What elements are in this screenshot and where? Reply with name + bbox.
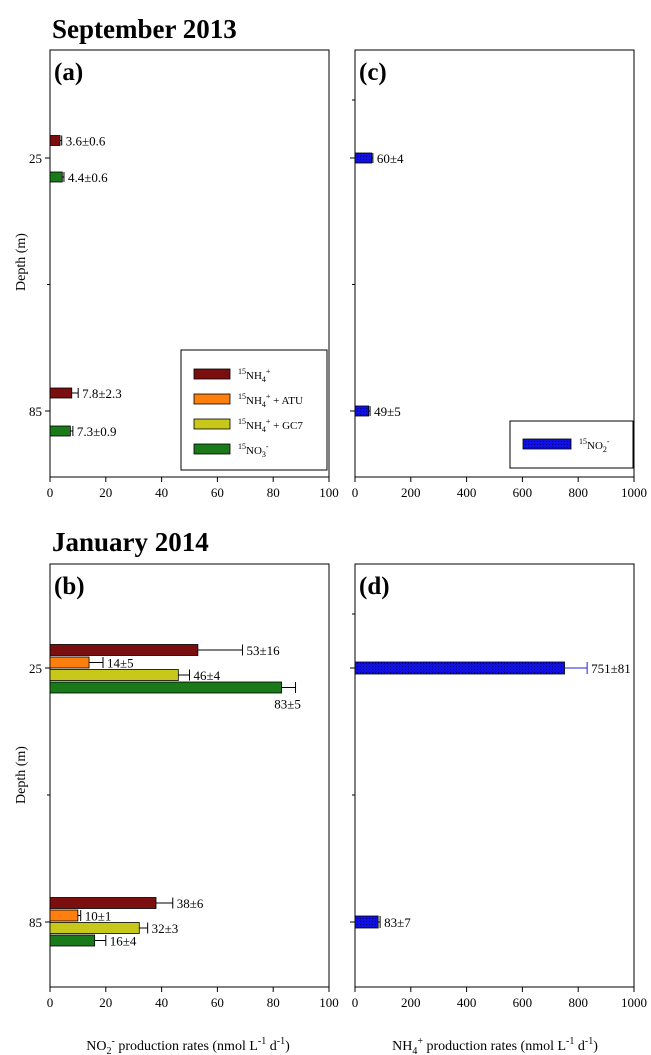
x-tick-label: 1000: [621, 995, 647, 1010]
x-tick-label: 40: [155, 995, 168, 1010]
depth-tick-label: 25: [29, 661, 42, 676]
legend-a: 15NH4+ 15NH4+ + ATU 15NH4+ + GC7 15NO3-: [180, 349, 328, 471]
x-tick-label: 80: [267, 995, 280, 1010]
data-label: 751±81: [591, 661, 631, 676]
data-label: 32±3: [152, 921, 179, 936]
legend-swatch-nh4_gc7: [193, 418, 231, 430]
x-tick-label: 200: [401, 995, 421, 1010]
bar-nh4_atu: [49, 909, 79, 922]
plot-frame: [354, 49, 635, 478]
x-tick-label: 0: [47, 485, 54, 500]
data-label: 60±4: [377, 151, 404, 166]
x-tick-label: 600: [513, 995, 533, 1010]
data-label: 53±16: [247, 643, 281, 658]
bar-nh4_gc7: [49, 669, 179, 681]
legend-swatch-no2: [522, 438, 572, 450]
x-tick-label: 100: [319, 485, 339, 500]
x-tick-label: 0: [352, 485, 359, 500]
x-tick-label: 1000: [621, 485, 647, 500]
x-tick-label: 400: [457, 485, 477, 500]
legend-label-nh4_gc7: 15NH4+ + GC7: [238, 417, 303, 434]
x-tick-label: 600: [513, 485, 533, 500]
legend-c: 15NO2-: [509, 420, 634, 469]
bar-no2: [354, 405, 370, 417]
x-tick-label: 0: [352, 995, 359, 1010]
data-label: 14±5: [107, 656, 134, 671]
depth-tick-label: 25: [29, 151, 42, 166]
x-axis-label-nh4-production: NH4+ production rates (nmol L-1 d-1): [392, 1036, 598, 1055]
data-label: 83±5: [274, 697, 301, 712]
data-label: 4.4±0.6: [68, 170, 108, 185]
bar-no3: [49, 171, 63, 183]
bar-nh4: [49, 897, 157, 909]
panel-letter: (d): [359, 573, 390, 600]
bar-no3: [49, 681, 282, 694]
x-tick-label: 60: [211, 485, 224, 500]
legend-label-no2: 15NO2-: [579, 437, 610, 454]
x-tick-label: 800: [568, 485, 588, 500]
x-tick-label: 100: [319, 995, 339, 1010]
section-title-sep-2013: September 2013: [52, 14, 237, 44]
panel-c: (c) 0 200 400 600 800 1000 60±4 49±5: [350, 49, 647, 500]
depth-tick-label: 85: [29, 915, 42, 930]
bar-no2: [354, 152, 373, 164]
bar-no2: [354, 661, 565, 675]
x-tick-label: 800: [568, 995, 588, 1010]
data-label: 10±1: [85, 909, 112, 924]
panel-letter: (c): [359, 59, 387, 86]
legend-swatch-no3: [193, 443, 231, 455]
x-tick-label: 80: [267, 485, 280, 500]
legend-label-nh4_atu: 15NH4+ + ATU: [238, 392, 303, 409]
x-tick-label: 200: [401, 485, 421, 500]
bar-nh4_atu: [49, 656, 90, 669]
x-tick-label: 20: [99, 485, 112, 500]
data-label: 49±5: [374, 404, 401, 419]
bar-nh4_gc7: [49, 922, 140, 934]
data-label: 7.8±2.3: [82, 386, 122, 401]
data-label: 83±7: [384, 915, 411, 930]
bar-no3: [49, 425, 71, 437]
x-axis-label-no2-production: NO2- production rates (nmol L-1 d-1): [86, 1036, 290, 1055]
data-label: 3.6±0.6: [66, 134, 106, 149]
legend-label-no3: 15NO3-: [238, 442, 269, 459]
data-label: 7.3±0.9: [77, 424, 117, 439]
panel-d: (d) 0 200 400 600 800 1000 751±81 83±7: [350, 563, 647, 1010]
legend-label-nh4: 15NH4+: [238, 367, 271, 384]
depth-axis-label-bottom: Depth (m): [14, 746, 29, 804]
x-tick-label: 40: [155, 485, 168, 500]
panel-a: (a) 0 20 40 60 80 100 25 85 3.6±0.6 7.8±2.3 4.4±0.6…: [29, 49, 339, 500]
x-tick-label: 400: [457, 995, 477, 1010]
plot-frame: [354, 563, 635, 988]
bar-nh4: [49, 644, 199, 656]
data-label: 16±4: [110, 934, 137, 949]
legend-swatch-nh4_atu: [193, 393, 231, 405]
x-tick-label: 60: [211, 995, 224, 1010]
panel-letter: (b): [54, 573, 85, 600]
plot-frame: [49, 49, 330, 478]
plot-frame: [49, 563, 330, 988]
data-label: 46±4: [194, 668, 221, 683]
bar-nh4: [49, 135, 61, 146]
section-title-jan-2014: January 2014: [52, 527, 209, 557]
panel-b: (b) 0 20 40 60 80 100 25 85 53±16 38±6 14±5 10±1 46±4…: [29, 563, 339, 1010]
legend-swatch-nh4: [193, 368, 231, 380]
panel-letter: (a): [54, 59, 83, 86]
data-label: 38±6: [177, 896, 204, 911]
depth-tick-label: 85: [29, 404, 42, 419]
bar-no2: [354, 915, 379, 929]
bar-nh4: [49, 387, 73, 399]
x-tick-label: 0: [47, 995, 54, 1010]
bar-no3: [49, 934, 96, 947]
depth-axis-label-top: Depth (m): [14, 233, 29, 291]
x-tick-label: 20: [99, 995, 112, 1010]
